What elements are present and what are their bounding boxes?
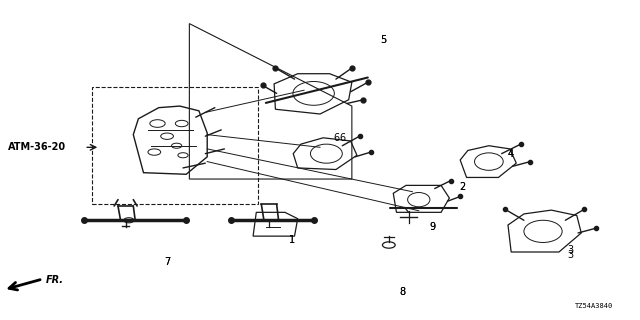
Text: 8: 8 <box>400 287 406 297</box>
Text: 2: 2 <box>459 182 465 192</box>
Text: ATM-36-20: ATM-36-20 <box>8 142 66 152</box>
Text: 9: 9 <box>429 222 436 232</box>
Text: 8: 8 <box>400 287 406 297</box>
Text: 3: 3 <box>568 251 573 260</box>
Text: 3: 3 <box>568 245 573 255</box>
Text: 6: 6 <box>339 133 345 143</box>
Text: 7: 7 <box>164 257 170 267</box>
Text: 1: 1 <box>289 235 295 244</box>
Bar <box>92 87 257 204</box>
Text: 5: 5 <box>381 35 387 45</box>
Text: TZ54A3840: TZ54A3840 <box>575 303 613 309</box>
Text: 6: 6 <box>333 133 339 143</box>
Text: FR.: FR. <box>46 275 64 285</box>
Text: 9: 9 <box>429 222 436 232</box>
Text: 4: 4 <box>508 149 514 159</box>
Text: 7: 7 <box>164 257 170 267</box>
Text: 5: 5 <box>381 35 387 45</box>
Text: 4: 4 <box>508 149 514 159</box>
Text: 2: 2 <box>459 182 465 192</box>
Text: 1: 1 <box>289 235 295 244</box>
